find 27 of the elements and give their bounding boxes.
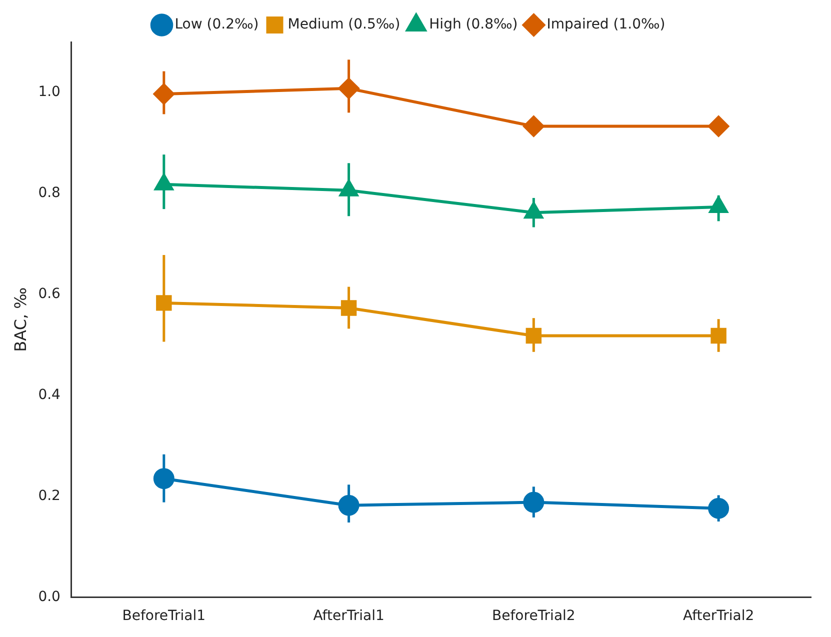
y-tick-label: 0.4 — [38, 386, 61, 403]
y-tick-label: 0.6 — [38, 286, 61, 302]
legend-label: Impaired (1.0‰) — [546, 16, 666, 33]
x-tick-label: AfterTrial2 — [682, 608, 754, 624]
y-axis-title: BAC, ‰ — [10, 287, 30, 352]
x-tick-label: BeforeTrial2 — [492, 608, 576, 624]
y-tick-label: 0.8 — [38, 185, 60, 202]
point — [156, 295, 172, 311]
point — [523, 492, 544, 513]
point — [708, 116, 730, 137]
legend-label: Low (0.2‰) — [174, 16, 259, 33]
x-tick-label: BeforeTrial1 — [122, 608, 206, 624]
y-tick-label: 0.2 — [38, 488, 60, 504]
x-tick-label: AfterTrial1 — [313, 608, 384, 624]
point — [153, 83, 174, 104]
point — [710, 328, 726, 344]
point — [340, 300, 357, 316]
legend-label: High (0.8‰) — [429, 16, 518, 33]
point — [708, 498, 730, 519]
point — [526, 328, 542, 344]
y-tick-label: 1.0 — [38, 84, 60, 100]
point — [153, 468, 174, 490]
point — [338, 78, 360, 99]
point — [338, 494, 360, 516]
point — [523, 116, 544, 137]
y-tick-label: 0.0 — [38, 588, 60, 605]
legend-label: Medium (0.5‰) — [288, 16, 400, 33]
